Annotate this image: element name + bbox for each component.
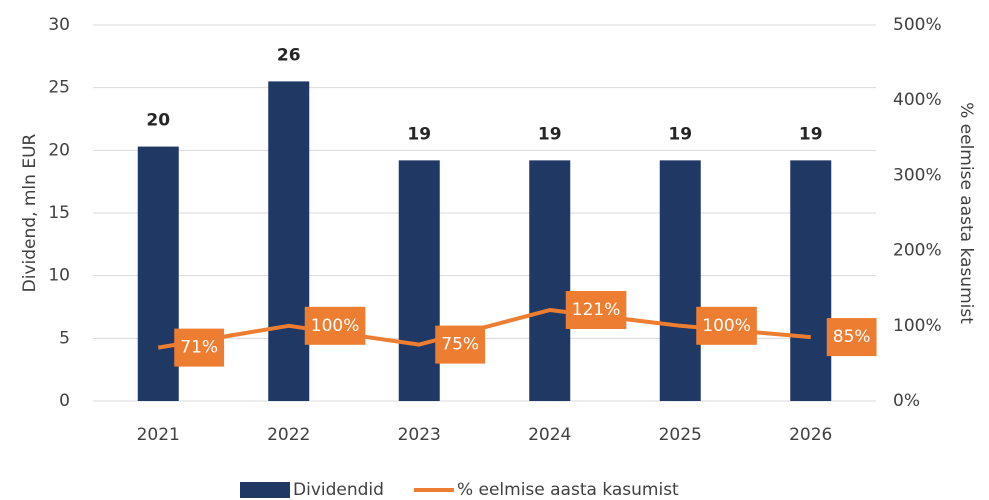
bar	[659, 160, 701, 401]
data-label-text: 100%	[311, 316, 360, 336]
y-axis-title: Dividend, mln EUR	[20, 133, 40, 292]
data-label-box	[174, 328, 225, 367]
legend-label: % eelmise aasta kasumist	[457, 480, 679, 500]
data-label-text: 75%	[441, 335, 479, 355]
data-label-box	[565, 291, 627, 330]
data-label-box	[435, 325, 486, 364]
y-tick-label: 10	[48, 266, 70, 286]
data-label: 100%	[304, 306, 366, 345]
data-label-box	[304, 306, 366, 345]
y2-tick-label: 0%	[893, 391, 920, 411]
y-tick-label: 30	[48, 15, 70, 35]
data-label-text: 121%	[572, 300, 621, 320]
data-label-text: 100%	[702, 316, 751, 336]
y-tick-label: 15	[48, 203, 70, 223]
data-label: 71%	[174, 328, 225, 367]
y-tick-label: 5	[59, 328, 70, 348]
x-tick-label: 2024	[528, 425, 571, 445]
bar-value-label: 19	[538, 124, 562, 144]
bar	[790, 160, 832, 401]
legend-swatch	[240, 482, 290, 498]
y2-tick-label: 400%	[893, 90, 942, 110]
y2-axis-title: % eelmise aasta kasumist	[956, 102, 976, 324]
x-tick-label: 2021	[137, 425, 180, 445]
data-label-box	[696, 306, 757, 345]
y-tick-label: 25	[48, 78, 70, 98]
y-tick-label: 20	[48, 140, 70, 160]
y2-tick-label: 300%	[893, 165, 942, 185]
y2-tick-label: 100%	[893, 316, 942, 336]
bar	[268, 81, 310, 402]
data-label: 75%	[435, 325, 486, 364]
data-label: 121%	[565, 291, 627, 330]
bar-value-label: 19	[668, 124, 692, 144]
y2-tick-label: 200%	[893, 241, 942, 261]
bar	[398, 160, 440, 401]
data-label-text: 85%	[833, 327, 871, 347]
x-tick-label: 2025	[659, 425, 702, 445]
y-tick-label: 0	[59, 391, 70, 411]
x-tick-label: 2022	[267, 425, 310, 445]
data-label-box	[826, 318, 877, 357]
x-tick-label: 2023	[398, 425, 441, 445]
bar	[529, 160, 571, 401]
legend-label: Dividendid	[293, 480, 384, 500]
bar	[137, 146, 179, 401]
data-label-text: 71%	[180, 338, 218, 358]
bar-value-label: 19	[407, 124, 431, 144]
bar-value-label: 20	[146, 111, 170, 131]
bar-value-label: 19	[799, 124, 823, 144]
bar-value-label: 26	[277, 45, 301, 65]
x-tick-label: 2026	[789, 425, 832, 445]
data-label: 100%	[696, 306, 757, 345]
data-label: 85%	[826, 318, 877, 357]
y2-tick-label: 500%	[893, 15, 942, 35]
